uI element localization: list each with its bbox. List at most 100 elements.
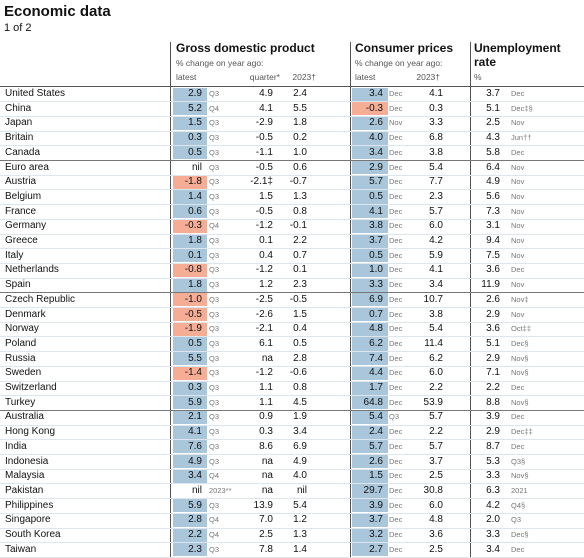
value: nil: [296, 484, 307, 496]
country: Singapore: [5, 514, 51, 526]
value: 8.7: [486, 440, 500, 452]
value: 7.1: [486, 367, 500, 379]
period: Dec§: [511, 530, 529, 539]
cell-highlight: [173, 234, 207, 248]
country: Switzerland: [5, 382, 57, 393]
value: -2.9: [255, 117, 273, 129]
value: 7.0: [259, 514, 273, 526]
value: 7.4: [369, 352, 383, 364]
row-rule: [0, 204, 584, 206]
value: na: [261, 455, 273, 467]
value: 3.7: [429, 455, 443, 467]
value: -1.9: [184, 323, 202, 335]
cell-highlight: [173, 308, 207, 322]
period: Q3: [209, 309, 220, 319]
cell-highlight: [352, 249, 388, 263]
value: 4.1: [429, 264, 443, 276]
period: Dec: [389, 353, 403, 363]
value: 2.6: [369, 455, 383, 467]
period: Q3: [209, 133, 220, 143]
value: 0.3: [188, 382, 202, 393]
value: 5.5: [188, 352, 202, 364]
value: 4.9: [293, 455, 307, 467]
value: 6.4: [486, 161, 500, 173]
value: 3.8: [429, 146, 443, 158]
value: na: [261, 484, 273, 496]
value: 6.0: [429, 499, 443, 511]
period: Dec: [511, 383, 525, 392]
cell-highlight: [352, 161, 388, 175]
cell-highlight: [352, 175, 388, 189]
value: 0.1: [259, 235, 273, 246]
value: 2.3: [188, 543, 202, 555]
cell-highlight: [352, 543, 388, 557]
row-rule: [0, 115, 584, 117]
cell-highlight: [173, 131, 207, 145]
value: 2.3: [429, 190, 443, 202]
value: nil: [191, 484, 202, 496]
value: 3.3: [486, 529, 500, 540]
value: 2.6: [486, 293, 500, 305]
row-rule: [0, 512, 584, 514]
row-rule: [0, 468, 584, 470]
value: 7.8: [259, 543, 273, 555]
value: 3.3: [369, 279, 383, 291]
cell-highlight: [173, 102, 207, 116]
column-note: % change on year ago:: [355, 58, 443, 68]
column-note: % change on year ago:: [176, 58, 264, 68]
value: -0.5: [255, 161, 273, 173]
period: Q3: [209, 265, 220, 275]
value: 2.4: [293, 88, 307, 99]
value: 3.7: [369, 235, 383, 246]
value: 3.3: [486, 470, 500, 482]
cell-highlight: [173, 396, 207, 410]
country: South Korea: [5, 529, 61, 540]
value: 3.6: [486, 264, 500, 276]
value: 3.4: [369, 88, 383, 99]
value: 0.8: [293, 205, 307, 217]
period: Q4: [209, 515, 220, 525]
cell-highlight: [352, 190, 388, 204]
value: 2.5: [429, 543, 443, 555]
value: 0.1: [188, 249, 202, 261]
country: Pakistan: [5, 484, 44, 496]
value: 0.5: [188, 146, 202, 158]
country: Hong Kong: [5, 426, 56, 438]
value: 2.8: [188, 514, 202, 526]
period: Dec: [389, 294, 403, 304]
value: 8.8: [486, 396, 500, 408]
cell-highlight: [173, 499, 207, 513]
value: 4.8: [429, 514, 443, 526]
column-header: latest: [176, 72, 197, 82]
period: Nov: [511, 162, 525, 172]
period: Q3: [209, 191, 220, 201]
value: 2.2: [188, 529, 202, 540]
cell-highlight: [352, 263, 388, 278]
row-rule: [0, 233, 584, 235]
value: 1.0: [293, 146, 307, 158]
country: Spain: [5, 279, 31, 291]
cell-highlight: [173, 425, 207, 439]
value: 0.9: [259, 411, 273, 423]
value: 7.5: [486, 249, 500, 261]
value: 2.5: [486, 117, 500, 129]
value: -1.2: [255, 264, 273, 276]
row-rule: [0, 424, 584, 426]
value: 6.3: [486, 484, 500, 496]
value: 2.3: [293, 279, 307, 291]
row-rule: [0, 483, 584, 485]
value: -1.8: [184, 176, 202, 188]
value: 6.0: [429, 220, 443, 232]
cell-highlight: [352, 146, 388, 160]
period: Dec: [389, 221, 403, 231]
cell-highlight: [352, 102, 388, 116]
row-rule: [0, 395, 584, 397]
value: 6.1: [259, 337, 273, 349]
value: 4.2: [486, 499, 500, 511]
period: Q3: [209, 324, 220, 334]
value: 3.7: [486, 88, 500, 99]
column-header: %: [474, 72, 482, 82]
country: Germany: [5, 220, 47, 232]
value: 3.4: [429, 279, 443, 291]
value: 1.1: [259, 396, 273, 408]
